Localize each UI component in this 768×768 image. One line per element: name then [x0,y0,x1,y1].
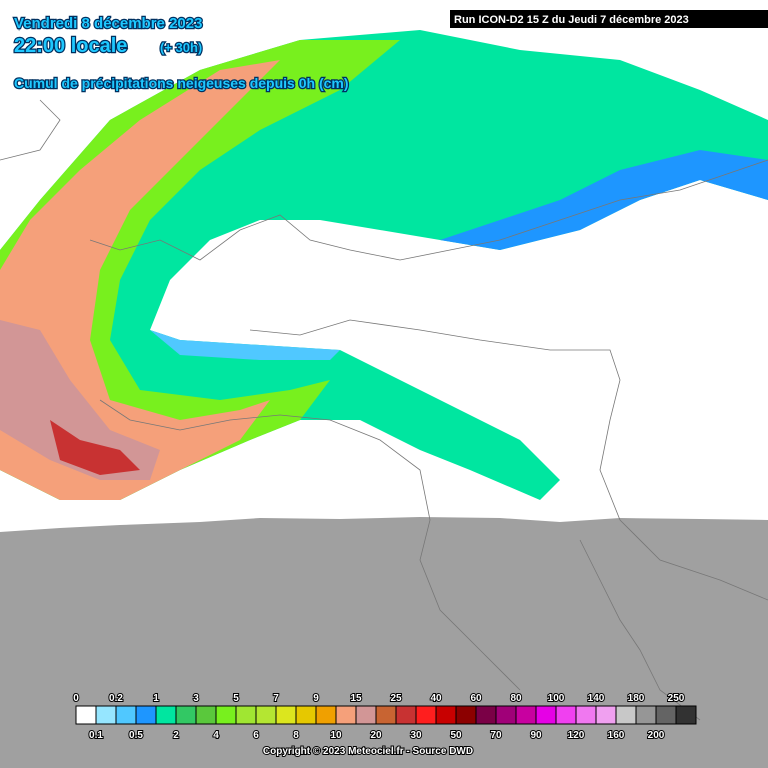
legend-swatch [395,705,417,725]
legend-label: 7 [273,693,279,704]
legend-label: 6 [253,730,259,741]
legend-label: 3 [193,693,199,704]
legend-swatch [215,705,237,725]
legend-swatch [595,705,617,725]
legend-label: 30 [410,730,422,741]
legend-swatch [655,705,677,725]
legend-label: 20 [370,730,382,741]
no-data-area [0,517,768,768]
legend-label: 10 [330,730,342,741]
legend-swatch [575,705,597,725]
legend-label: 9 [313,693,319,704]
legend-swatch [175,705,197,725]
legend-label: 5 [233,693,239,704]
legend-swatch [375,705,397,725]
legend-label: 15 [350,693,362,704]
legend-label: 100 [548,693,565,704]
subtitle: Cumul de précipitations neigeuses depuis… [14,75,349,91]
legend-label: 1 [153,693,159,704]
legend-swatch [135,705,157,725]
legend-swatch [675,705,697,725]
legend-swatch [115,705,137,725]
time: 22:00 locale [14,35,127,57]
legend-label: 0.5 [129,730,143,741]
legend-swatch [355,705,377,725]
legend-label: 0.1 [89,730,103,741]
legend-swatch [75,705,97,725]
legend-swatch [95,705,117,725]
legend-swatch [155,705,177,725]
legend-swatch [635,705,657,725]
legend-label: 200 [648,730,665,741]
date: Vendredi 8 décembre 2023 [14,15,202,32]
legend-swatch [255,705,277,725]
legend-swatch [275,705,297,725]
legend-swatch [295,705,317,725]
legend-label: 80 [510,693,522,704]
legend-label: 40 [430,693,442,704]
legend-label: 50 [450,730,462,741]
legend-label: 180 [628,693,645,704]
run-label: Run ICON-D2 15 Z du Jeudi 7 décembre 202… [454,14,689,26]
run-box [450,10,768,28]
offset: (+ 30h) [160,40,202,55]
legend: 0 0.1 0.2 0.5 1 2 3 4 5 6 7 8 9 10 15 20 25 30 40 50 60 70 80 9… [72,692,697,742]
legend-swatch [475,705,497,725]
legend-label: 140 [588,693,605,704]
borders [0,99,768,721]
legend-label: 0 [73,693,79,704]
legend-swatch [535,705,557,725]
legend-swatch [615,705,637,725]
snow-field [0,30,768,500]
legend-swatch [455,705,477,725]
legend-swatch [335,705,357,725]
legend-swatch [415,705,437,725]
legend-swatch [495,705,517,725]
legend-label: 250 [668,693,685,704]
copyright: Copyright © 2023 Meteociel.fr - Source D… [263,746,473,757]
legend-swatch [235,705,257,725]
legend-label: 2 [173,730,179,741]
legend-swatch [515,705,537,725]
legend-label: 120 [568,730,585,741]
legend-label: 160 [608,730,625,741]
legend-swatch [195,705,217,725]
legend-swatch [555,705,577,725]
legend-swatch [435,705,457,725]
legend-swatch [315,705,337,725]
legend-label: 4 [213,730,219,741]
legend-label: 8 [293,730,299,741]
legend-label: 70 [490,730,502,741]
legend-label: 90 [530,730,542,741]
legend-label: 60 [470,693,482,704]
legend-label: 25 [390,693,402,704]
legend-label: 0.2 [109,693,123,704]
